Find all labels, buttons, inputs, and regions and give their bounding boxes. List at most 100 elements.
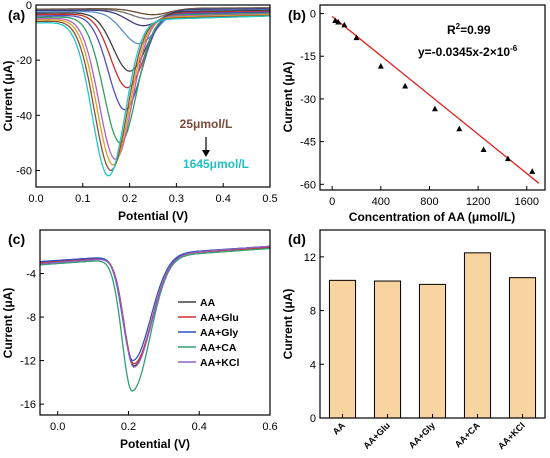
panel-d-x-tick-label: AA+Gly bbox=[407, 420, 437, 450]
panel-b-point bbox=[504, 155, 511, 162]
panel-b-point bbox=[377, 62, 384, 69]
panel-c-x-tick-label: 0.4 bbox=[192, 421, 207, 433]
panel-b-y-tick-label: -15 bbox=[300, 51, 316, 63]
panel-a-series-11 bbox=[36, 14, 270, 171]
panel-a-x-tick-label: 0.5 bbox=[262, 193, 277, 205]
panel-a-arrow-head bbox=[202, 150, 210, 157]
panel-d-bar bbox=[508, 277, 537, 419]
panel-c-x-tick-label: 0.0 bbox=[50, 421, 65, 433]
panel-b-points bbox=[332, 17, 536, 174]
panel-d-x-tick-label: AA bbox=[331, 420, 348, 437]
panel-c-x-ticks: 0.0 0.2 0.4 0.6 bbox=[50, 411, 278, 433]
panel-d-x-ticks: AA AA+Glu AA+Gly AA+CA AA+KCl bbox=[331, 414, 527, 451]
panel-d-y-ticks: 0 4 8 12 bbox=[304, 252, 324, 425]
panel-b-point bbox=[529, 168, 536, 174]
panel-a-y-ticks: -60 -40 -20 0 bbox=[16, 0, 40, 177]
panel-a: (a) 0.0 0.1 0.2 0.3 0.4 0.5 -60 -40 -20 0 Potent… bbox=[1, 0, 278, 223]
panel-d-y-tick-label: 0 bbox=[310, 413, 316, 425]
panel-a-series-9 bbox=[36, 13, 270, 161]
panel-d-x-tick-label: AA+Glu bbox=[361, 420, 392, 451]
panel-c-y-tick-label: -16 bbox=[20, 399, 36, 411]
panel-c-series-aa-ca bbox=[39, 247, 271, 392]
panel-b-y-tick-label: -60 bbox=[300, 179, 316, 191]
panel-d-y-label: Current (μA) bbox=[281, 289, 295, 360]
panel-a-y-tick-label: -20 bbox=[16, 55, 32, 67]
panel-c-curves bbox=[39, 245, 271, 392]
panel-b-fit-line bbox=[331, 15, 540, 184]
panel-d-x-tick-label: AA+CA bbox=[453, 420, 483, 450]
panel-a-frame bbox=[35, 4, 271, 188]
panel-a-x-tick-label: 0.0 bbox=[28, 193, 43, 205]
panel-a-series-12 bbox=[36, 15, 271, 177]
panel-c-legend: AA AA+Glu AA+Gly AA+CA AA+KCl bbox=[178, 297, 239, 369]
panel-a-x-tick-label: 0.1 bbox=[75, 193, 90, 205]
panel-a-annotation-bottom: 1645μmol/L bbox=[183, 157, 249, 171]
panel-b-point bbox=[353, 34, 360, 41]
panel-a-x-tick-label: 0.3 bbox=[169, 193, 184, 205]
panel-b-point bbox=[341, 21, 348, 28]
panel-b-r2: R2=0.99 bbox=[447, 22, 491, 37]
panel-d: (d) AA AA+Glu AA+Gly AA+CA AA+KCl 0 4 8 12 Curr… bbox=[281, 229, 546, 451]
panel-b-y-label: Current (μA) bbox=[281, 62, 295, 133]
panel-a-series-5 bbox=[35, 9, 270, 72]
panel-b-y-tick-label: 0 bbox=[310, 9, 316, 21]
panel-b-x-label: Concentration of AA (μmol/L) bbox=[349, 210, 515, 224]
panel-a-y-tick-label: 0 bbox=[26, 0, 32, 12]
panel-d-y-tick-label: 12 bbox=[304, 252, 316, 264]
panel-c-x-label: Potential (V) bbox=[120, 437, 190, 451]
panel-a-annotation-top: 25μmol/L bbox=[180, 117, 233, 131]
panel-b-point bbox=[402, 82, 409, 89]
panel-a-x-label: Potential (V) bbox=[118, 209, 188, 223]
panel-b-y-tick-label: -45 bbox=[300, 137, 316, 149]
panel-c-y-tick-label: -4 bbox=[26, 269, 36, 281]
panel-c-x-tick-label: 0.6 bbox=[262, 421, 277, 433]
panel-a-y-tick-label: -60 bbox=[16, 165, 32, 177]
panel-b-point bbox=[431, 105, 438, 112]
panel-c-y-ticks: -16 -12 -8 -4 bbox=[20, 269, 44, 411]
panel-a-y-tick-label: -40 bbox=[16, 110, 32, 122]
panel-c-label: (c) bbox=[8, 231, 25, 247]
panel-d-x-tick-label: AA+KCl bbox=[496, 420, 527, 451]
panel-d-bar bbox=[418, 283, 447, 419]
panel-c: (c) 0.0 0.2 0.4 0.6 -16 -12 -8 -4 Potential (V… bbox=[1, 229, 278, 451]
panel-a-series-10 bbox=[35, 14, 270, 166]
panel-b-fit-equation: y=-0.0345x-2×10-6 bbox=[418, 44, 518, 59]
panel-b-point bbox=[335, 18, 342, 25]
panel-a-x-tick-label: 0.4 bbox=[216, 193, 231, 205]
panel-a-series-8 bbox=[36, 12, 270, 144]
panel-b: (b) 0 400 800 1200 1600 -60 -45 -30 -15 0 Concen… bbox=[281, 4, 546, 224]
panel-d-bars bbox=[328, 252, 537, 419]
panel-a-y-label: Current (μA) bbox=[1, 61, 15, 132]
panel-b-x-tick-label: 1200 bbox=[466, 196, 490, 208]
panel-c-series-aa-kcl bbox=[39, 245, 271, 368]
panel-a-series-7 bbox=[36, 11, 270, 111]
panel-b-x-tick-label: 800 bbox=[420, 196, 438, 208]
panel-d-label: (d) bbox=[288, 231, 306, 247]
panel-b-point bbox=[332, 17, 339, 24]
panel-c-y-tick-label: -12 bbox=[20, 356, 36, 368]
panel-b-x-ticks: 0 400 800 1200 1600 bbox=[329, 186, 539, 208]
panel-d-y-tick-label: 4 bbox=[310, 359, 316, 371]
panel-d-bar bbox=[373, 280, 402, 419]
panel-b-x-tick-label: 1600 bbox=[515, 196, 539, 208]
panel-a-x-tick-label: 0.2 bbox=[122, 193, 137, 205]
panel-a-curves bbox=[35, 7, 271, 177]
panel-b-point bbox=[480, 146, 487, 152]
panel-a-x-ticks: 0.0 0.1 0.2 0.3 0.4 0.5 bbox=[28, 183, 278, 205]
panel-c-y-tick-label: -8 bbox=[26, 312, 36, 324]
panel-c-legend-label: AA bbox=[200, 297, 216, 309]
panel-c-legend-label: AA+Gly bbox=[200, 327, 238, 339]
panel-b-point bbox=[456, 125, 463, 132]
panel-b-y-tick-label: -30 bbox=[300, 94, 316, 106]
panel-b-label: (b) bbox=[288, 7, 306, 23]
panel-c-legend-label: AA+KCl bbox=[200, 357, 239, 369]
panel-c-legend-label: AA+Glu bbox=[200, 312, 239, 324]
panel-c-x-tick-label: 0.2 bbox=[121, 421, 136, 433]
panel-b-frame bbox=[319, 4, 546, 191]
panel-d-y-tick-label: 8 bbox=[310, 306, 316, 318]
panel-d-bar bbox=[328, 279, 357, 419]
panel-a-label: (a) bbox=[8, 7, 25, 23]
panel-b-x-tick-label: 0 bbox=[329, 196, 335, 208]
panel-b-x-tick-label: 400 bbox=[372, 196, 390, 208]
